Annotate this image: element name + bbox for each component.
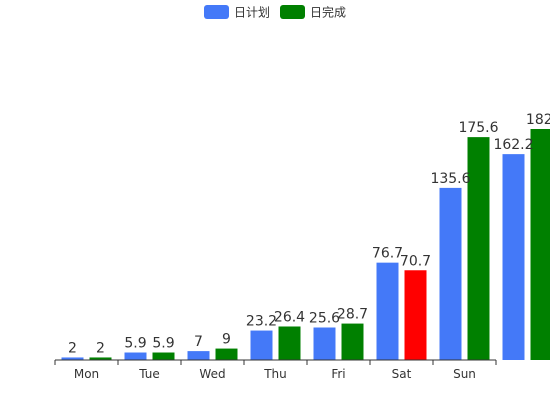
- bar-s1-0[interactable]: [89, 357, 112, 360]
- bar-s0-6[interactable]: [439, 187, 462, 360]
- bar-s1-4[interactable]: [341, 323, 364, 360]
- data-label-s1-1: 5.9: [152, 336, 174, 352]
- data-label-s0-3: 23.2: [246, 314, 277, 330]
- bar-s1-7[interactable]: [530, 129, 550, 360]
- bar-s0-0[interactable]: [61, 357, 84, 360]
- bar-s0-7[interactable]: [502, 154, 525, 360]
- x-tick-label-5: Sat: [392, 367, 412, 381]
- bar-s0-5[interactable]: [376, 262, 399, 360]
- x-tick-label-6: Sun: [453, 367, 476, 381]
- x-tick-label-3: Thu: [263, 367, 287, 381]
- data-label-s1-5: 70.7: [400, 253, 431, 269]
- data-label-s0-4: 25.6: [309, 311, 340, 327]
- data-label-s0-5: 76.7: [372, 246, 403, 262]
- bar-s1-5[interactable]: [404, 270, 427, 360]
- data-label-s1-2: 9: [222, 332, 231, 348]
- x-tick-label-0: Mon: [74, 367, 99, 381]
- data-label-s1-0: 2: [96, 340, 105, 356]
- bar-s1-3[interactable]: [278, 326, 301, 360]
- data-label-s0-1: 5.9: [124, 336, 146, 352]
- legend-swatch-0[interactable]: [204, 5, 229, 19]
- data-label-s1-4: 28.7: [337, 307, 368, 323]
- x-tick-label-2: Wed: [199, 367, 225, 381]
- bar-s0-4[interactable]: [313, 327, 336, 360]
- bars: [61, 129, 550, 360]
- x-tick-label-1: Tue: [138, 367, 160, 381]
- bar-s1-1[interactable]: [152, 352, 175, 360]
- x-tick-label-4: Fri: [331, 367, 345, 381]
- legend-label-1[interactable]: 日完成: [310, 5, 346, 20]
- data-label-s1-6: 175.6: [458, 120, 498, 136]
- bar-s0-2[interactable]: [187, 351, 210, 360]
- bar-s1-6[interactable]: [467, 137, 490, 360]
- bar-s0-3[interactable]: [250, 330, 273, 360]
- bar-s0-1[interactable]: [124, 352, 147, 360]
- data-label-s1-7: 182.: [526, 112, 550, 128]
- data-labels: 2 2 5.9 5.9 7 9 23.226.4 25.628.7 76.770.7 135.6 1…: [68, 112, 550, 356]
- data-label-s0-0: 2: [68, 340, 77, 356]
- data-label-s0-2: 7: [194, 334, 203, 350]
- x-axis: Mon Tue Wed Thu Fri Sat Sun: [54, 359, 497, 381]
- bar-s1-2[interactable]: [215, 348, 238, 360]
- data-label-s0-7: 162.2: [493, 137, 533, 153]
- legend-swatch-1[interactable]: [280, 5, 305, 19]
- data-label-s0-6: 135.6: [430, 171, 470, 187]
- legend[interactable]: 日计划 日完成: [204, 5, 346, 20]
- legend-label-0[interactable]: 日计划: [234, 6, 270, 20]
- data-label-s1-3: 26.4: [274, 309, 305, 325]
